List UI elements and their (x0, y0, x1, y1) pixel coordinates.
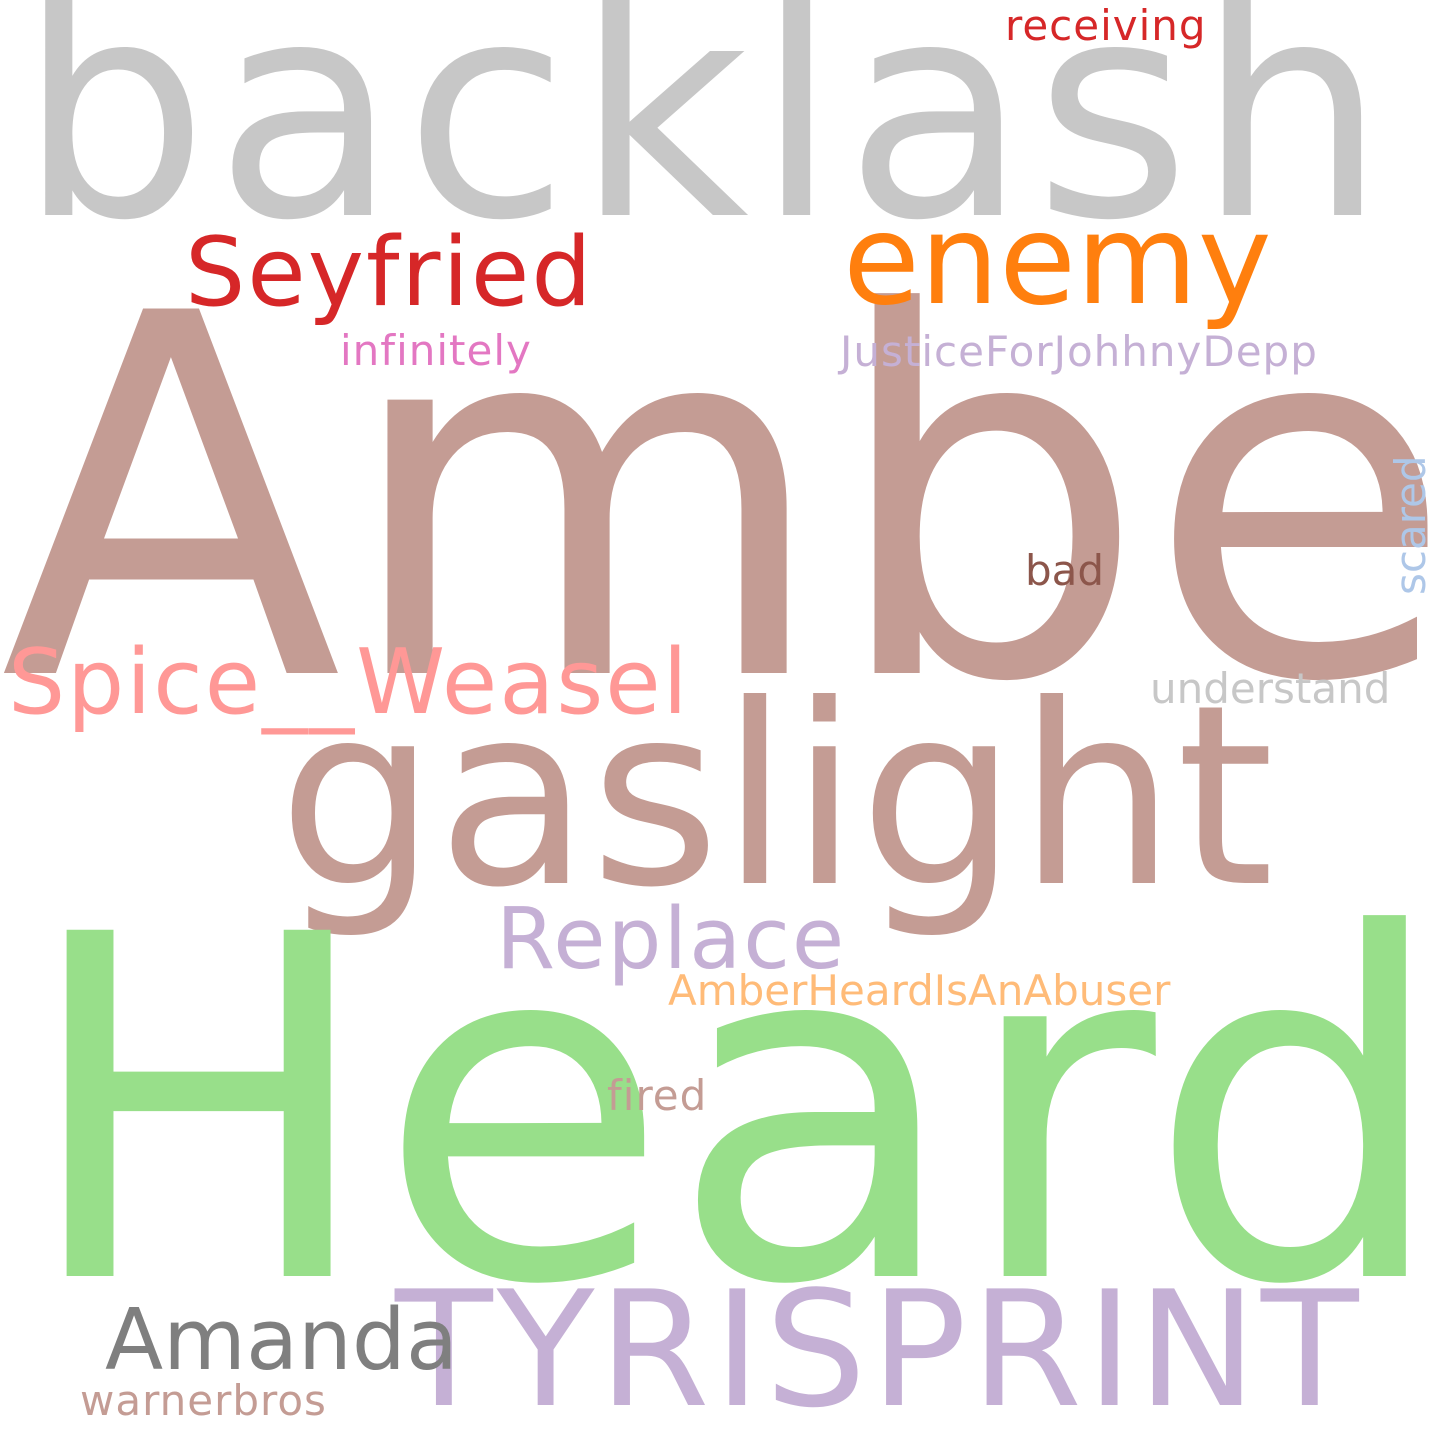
word-warnerbros: warnerbros (80, 1376, 327, 1425)
word-gaslight: gaslight (278, 651, 1275, 942)
word-amberheardisanabuser: AmberHeardIsAnAbuser (668, 966, 1171, 1015)
word-understand: understand (1150, 664, 1391, 713)
word-enemy: enemy (843, 188, 1272, 333)
word-seyfried: Seyfried (185, 218, 594, 328)
word-scared: scared (1386, 455, 1435, 595)
word-amber: Amber (0, 209, 1440, 791)
word-backlash: backlash (18, 0, 1393, 286)
word-spice-weasel: Spice__Weasel (8, 630, 690, 735)
word-heard: Heard (20, 836, 1440, 1389)
word-justicefordepp: JusticeForJohhnyDepp (840, 327, 1318, 376)
word-tyrisprint: TYRISPRINT (395, 1256, 1363, 1440)
word-bad: bad (1025, 546, 1105, 595)
word-replace: Replace (496, 890, 847, 989)
word-amanda: Amanda (105, 1291, 458, 1390)
word-receiving: receiving (1005, 1, 1207, 50)
word-fired: fired (607, 1071, 708, 1120)
word-infinitely: infinitely (340, 326, 532, 375)
